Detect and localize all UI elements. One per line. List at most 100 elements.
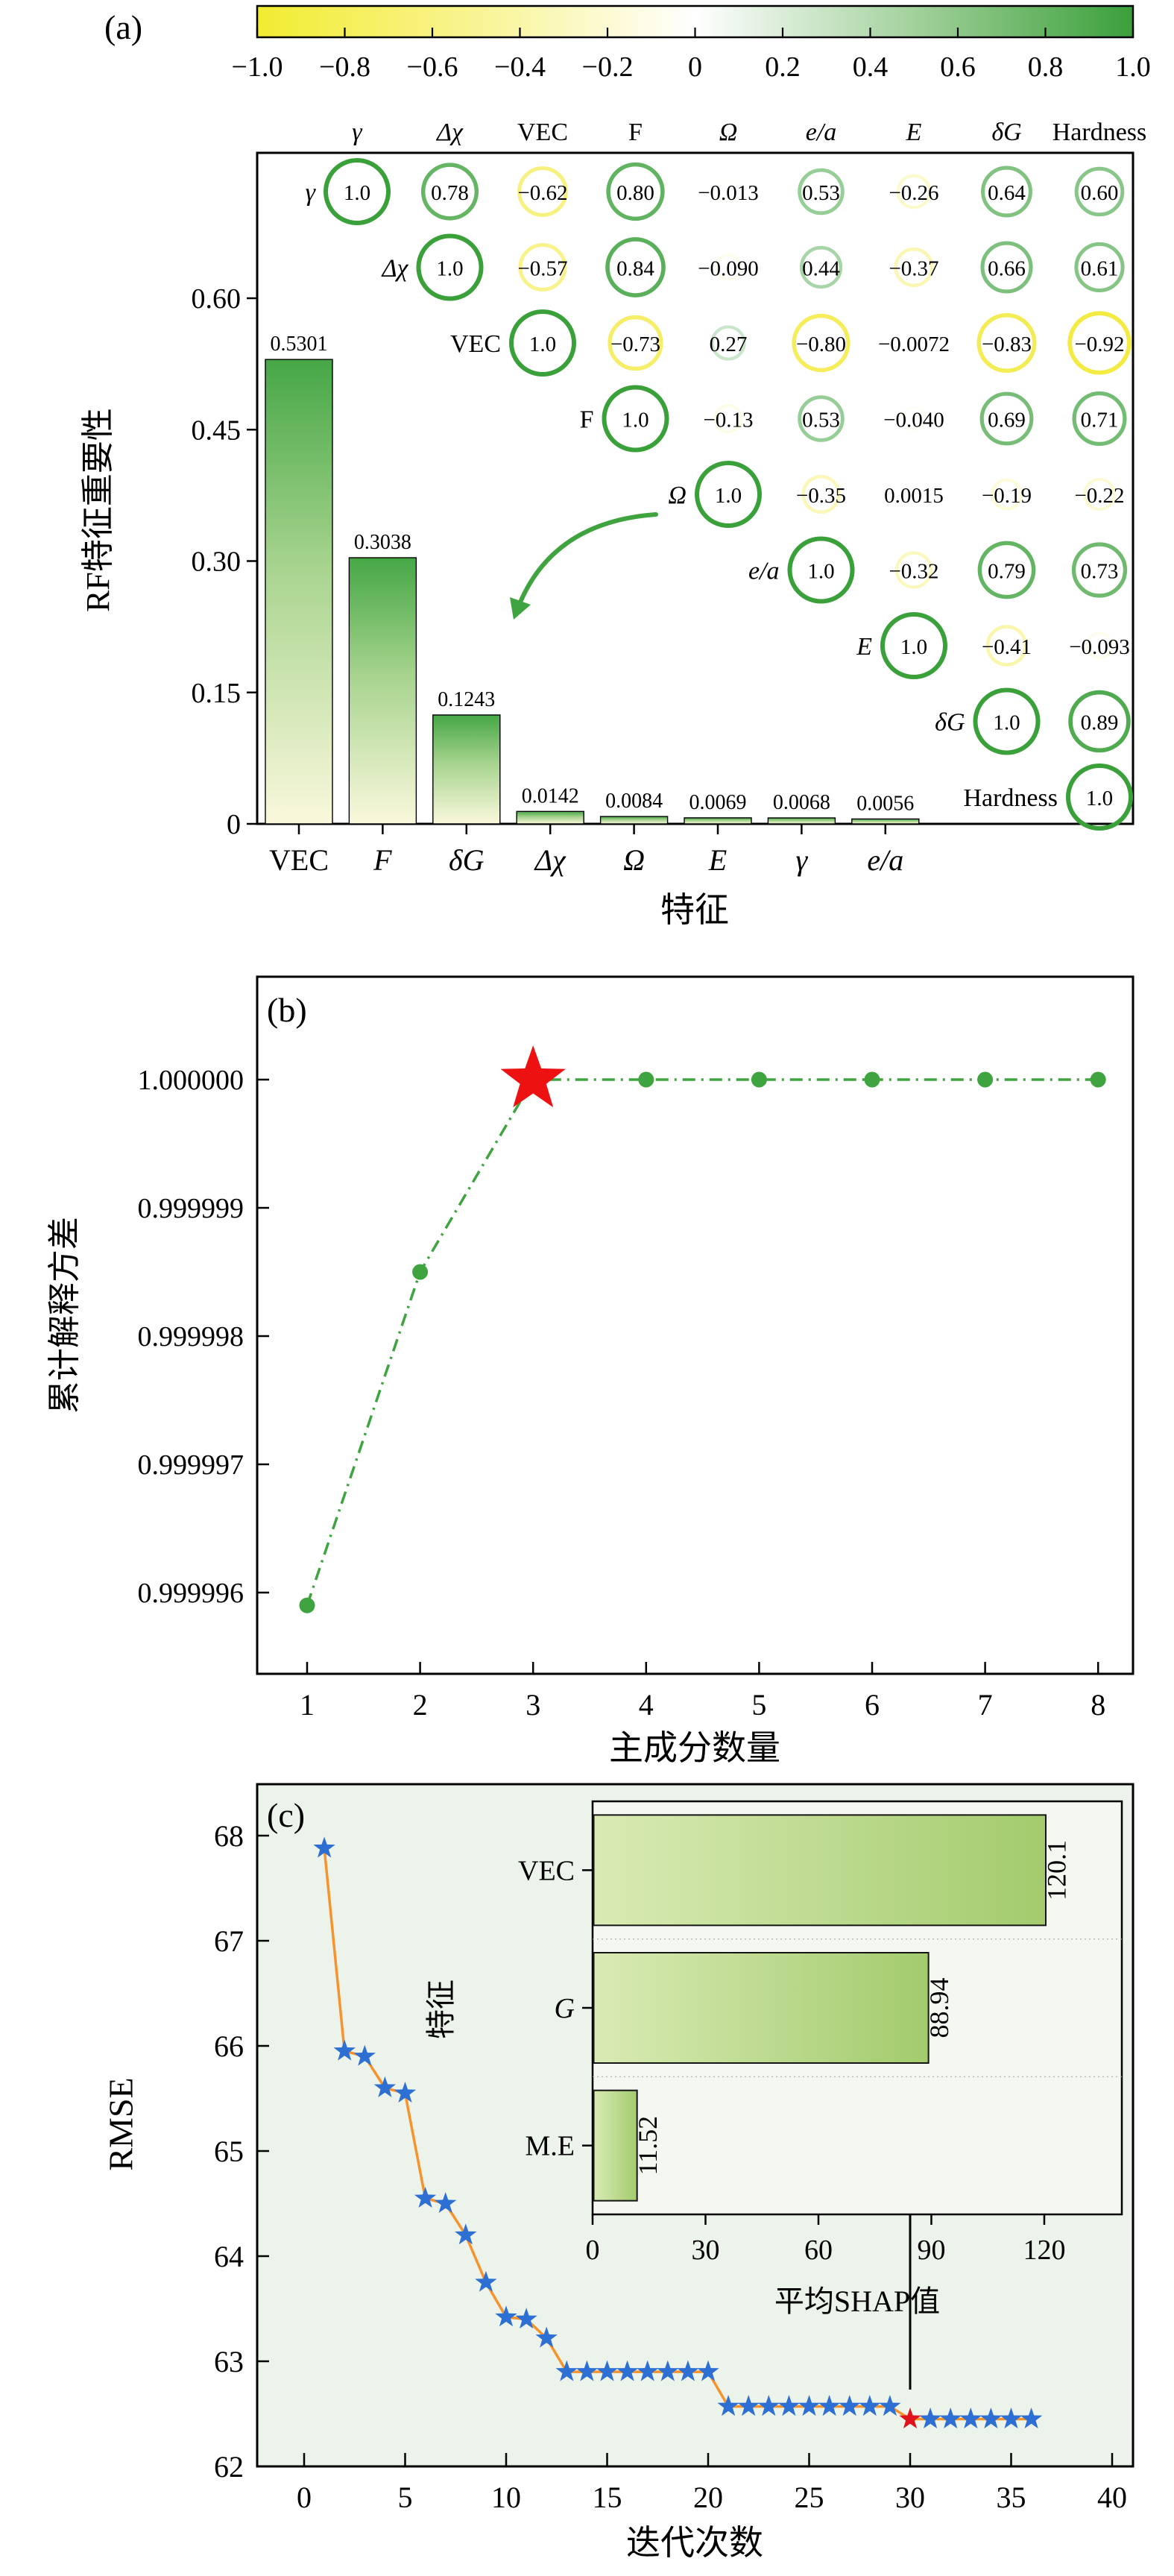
matrix-value: −0.093 [1069, 635, 1130, 659]
matrix-circle [1067, 311, 1132, 375]
a-bar [599, 816, 669, 825]
c-star [1000, 2407, 1023, 2429]
matrix-arrow-head [510, 597, 531, 620]
c-inset-bar-value: 120.1 [1041, 1840, 1071, 1900]
a-bar-value: 0.1243 [438, 688, 495, 711]
c-xtick-label: 5 [398, 2481, 413, 2514]
panel-c-ylabel: RMSE [101, 2077, 140, 2171]
matrix-value: −0.13 [703, 409, 753, 432]
c-star [839, 2395, 861, 2416]
matrix-circle [518, 243, 567, 292]
a-xtick-label: e/a [867, 843, 903, 877]
colorbar-tick-label: 0.4 [853, 51, 889, 83]
colorbar-tick-label: −0.8 [319, 51, 370, 83]
matrix-col-header: Hardness [1053, 119, 1147, 146]
matrix-circle [880, 612, 947, 679]
matrix-value: −0.92 [1074, 333, 1124, 356]
matrix-circle [985, 625, 1028, 667]
matrix-value: 0.44 [802, 257, 840, 281]
colorbar-tick-label: 0 [688, 51, 702, 83]
matrix-value: 0.73 [1081, 560, 1119, 584]
matrix-value: 0.53 [802, 181, 840, 205]
c-star [535, 2326, 558, 2348]
c-inset-xtick-label: 30 [691, 2235, 719, 2266]
matrix-circle [1082, 477, 1117, 511]
c-red-star [899, 2407, 921, 2429]
c-star [575, 2360, 599, 2381]
c-star [717, 2395, 739, 2416]
b-xtick-label: 3 [526, 1688, 540, 1722]
panel-b-xlabel: 主成分数量 [609, 1729, 780, 1767]
matrix-circle [979, 391, 1034, 446]
c-xtick-label: 0 [297, 2481, 312, 2514]
matrix-row-label: Δχ [381, 255, 409, 283]
c-inset-ytick-label: G [555, 1993, 575, 2024]
matrix-row-label: Hardness [963, 784, 1058, 812]
matrix-value: 0.0015 [884, 484, 944, 508]
matrix-value: 1.0 [993, 711, 1020, 735]
matrix-value: 0.78 [431, 181, 469, 205]
c-xtick-label: 10 [491, 2481, 521, 2514]
matrix-circle [605, 237, 666, 297]
matrix-circle [894, 551, 933, 589]
c-inset-ytick-label: VEC [518, 1855, 575, 1886]
a-ytick-label: 0.45 [192, 415, 242, 446]
matrix-circle [787, 536, 855, 604]
panel-b-letter: (b) [267, 991, 307, 1029]
panel-b-box [256, 975, 1134, 1675]
c-ytick-label: 67 [214, 1924, 244, 1958]
a-xtick-label: VEC [269, 843, 329, 877]
a-bar-value: 0.0069 [689, 791, 747, 814]
c-inset-ytick-label: M.E [526, 2131, 575, 2162]
c-inset-xtick-label: 60 [804, 2235, 833, 2266]
matrix-col-header: Ω [719, 119, 738, 146]
b-point [864, 1071, 880, 1088]
b-xtick-label: 5 [751, 1688, 766, 1722]
c-star [879, 2395, 901, 2416]
a-bar-value: 0.0068 [773, 791, 830, 814]
matrix-row-label: δG [935, 709, 965, 737]
matrix-value: −0.83 [982, 333, 1032, 356]
matrix-circle [981, 166, 1032, 218]
a-bar [432, 714, 501, 825]
b-line [306, 1078, 1099, 1606]
matrix-value: 0.79 [988, 560, 1026, 584]
matrix-value: 0.89 [1081, 711, 1119, 735]
colorbar-tick-label: 0.2 [765, 51, 801, 83]
a-bar-value: 0.0142 [522, 784, 579, 807]
matrix-circle [792, 313, 850, 373]
matrix-value: 1.0 [622, 409, 648, 432]
b-ytick-label: 0.999996 [138, 1578, 244, 1609]
matrix-row-label: E [856, 633, 872, 661]
c-star [859, 2395, 881, 2416]
b-ytick-label: 1.000000 [138, 1065, 244, 1096]
panel-a-ylabel: RF特征重要性 [79, 408, 116, 612]
a-xtick-label: Ω [623, 843, 645, 877]
matrix-value: −0.19 [982, 484, 1032, 508]
c-xtick-label: 25 [795, 2481, 824, 2514]
a-bar [851, 818, 920, 825]
c-star [616, 2360, 639, 2381]
matrix-value: 0.66 [988, 257, 1026, 281]
c-inset-xtick-label: 90 [917, 2235, 945, 2266]
a-ytick-label: 0.30 [192, 547, 242, 578]
a-xtick-label: Δχ [534, 843, 567, 877]
a-bar-value: 0.5301 [271, 333, 328, 356]
c-star [475, 2270, 497, 2292]
colorbar-tick-label: −1.0 [232, 51, 283, 83]
b-point [1090, 1071, 1106, 1088]
matrix-circle [416, 233, 484, 301]
c-inset-xtick-label: 0 [586, 2235, 600, 2266]
matrix-value: 1.0 [807, 560, 834, 584]
matrix-col-header: γ [352, 119, 363, 146]
matrix-circle [1066, 763, 1133, 831]
c-star [1020, 2407, 1043, 2429]
matrix-value: 0.64 [988, 181, 1026, 205]
c-xtick-label: 35 [997, 2481, 1026, 2514]
c-star [435, 2192, 457, 2213]
matrix-value: 0.71 [1081, 409, 1119, 432]
matrix-circle [713, 403, 743, 434]
matrix-circle [517, 166, 568, 217]
